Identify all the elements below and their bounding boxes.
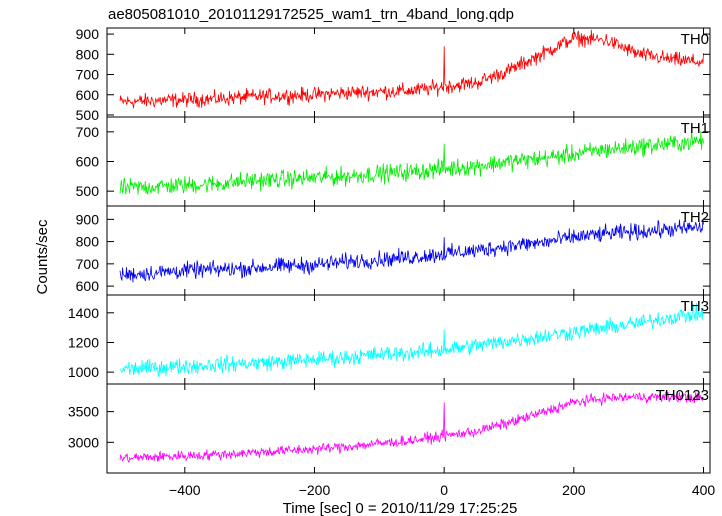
chart-title: ae805081010_20101129172525_wam1_trn_4ban… xyxy=(108,6,514,23)
panel-label-th3: TH3 xyxy=(681,298,709,315)
y-tick-label: 900 xyxy=(76,26,100,42)
y-tick-label: 700 xyxy=(76,124,100,140)
panels-group: 500 600 700 800 900 TH0 500 600 700 TH1 600 700 800 9… xyxy=(68,26,716,498)
series-line-th2 xyxy=(119,219,704,283)
x-axis-label: Time [sec] 0 = 2010/11/29 17:25:25 xyxy=(283,500,518,516)
y-tick-label: 1200 xyxy=(68,334,99,350)
panel-label-th2: TH2 xyxy=(681,209,709,226)
y-tick-label: 1000 xyxy=(68,364,99,380)
panel-label-th0123: TH0123 xyxy=(656,387,709,404)
panel-frame-th2 xyxy=(106,205,711,296)
panel-label-th1: TH1 xyxy=(681,120,709,137)
y-tick-label: 1400 xyxy=(68,305,99,321)
series-line-th0 xyxy=(119,29,704,109)
x-tick-label: −400 xyxy=(169,482,201,498)
y-tick-label: 600 xyxy=(76,87,100,103)
y-tick-label: 600 xyxy=(76,278,100,294)
series-line-th3 xyxy=(119,303,704,378)
y-tick-label: 500 xyxy=(76,107,100,123)
y-tick-label: 3500 xyxy=(68,404,99,420)
y-axis-label: Counts/sec xyxy=(34,219,51,295)
panel-frame-th0123 xyxy=(106,383,711,474)
x-tick-label: 0 xyxy=(440,482,448,498)
series-line-th1 xyxy=(119,131,704,196)
y-tick-label: 800 xyxy=(76,234,100,250)
panel-frame-th1 xyxy=(106,116,711,207)
x-tick-label: −200 xyxy=(299,482,331,498)
x-tick-label: 400 xyxy=(692,482,716,498)
y-tick-label: 900 xyxy=(76,211,100,227)
y-tick-label: 600 xyxy=(76,154,100,170)
y-tick-label: 700 xyxy=(76,256,100,272)
y-tick-label: 500 xyxy=(76,183,100,199)
y-tick-label: 800 xyxy=(76,46,100,62)
series-line-th0123 xyxy=(119,391,704,463)
y-tick-label: 3000 xyxy=(68,434,99,450)
panel-label-th0: TH0 xyxy=(681,31,709,48)
x-tick-label: 200 xyxy=(562,482,586,498)
y-tick-label: 700 xyxy=(76,67,100,83)
